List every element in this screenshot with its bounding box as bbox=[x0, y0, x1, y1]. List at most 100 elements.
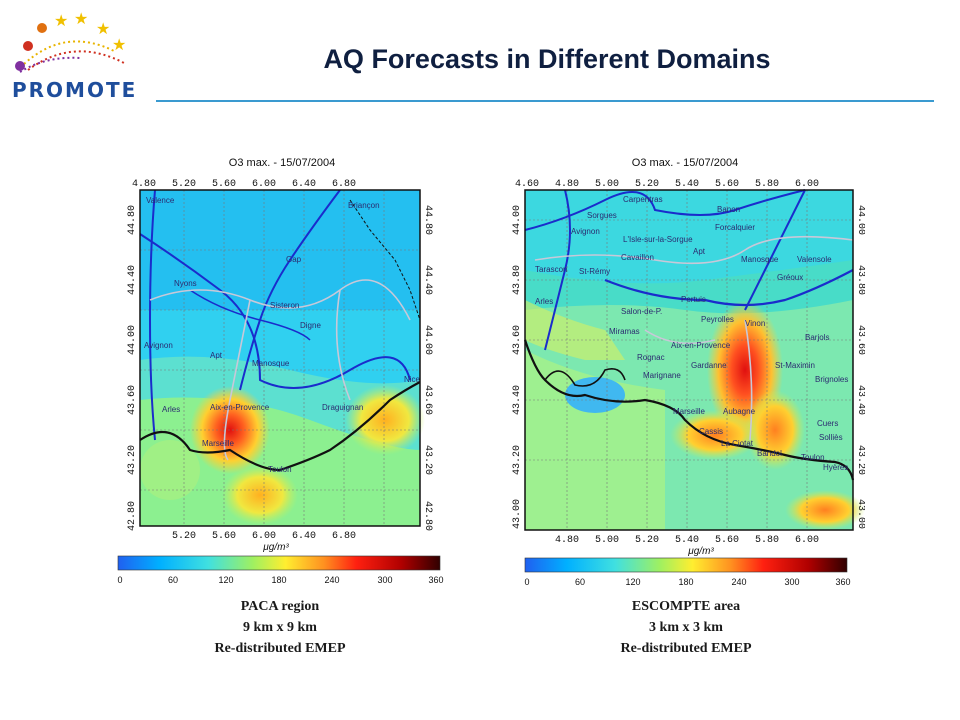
place-label: L'Isle-sur-la-Sorgue bbox=[623, 235, 693, 244]
place-label: Hyères bbox=[823, 463, 848, 472]
tick-label: 6.40 bbox=[292, 531, 316, 542]
place-label: Aix-en-Provence bbox=[210, 403, 270, 412]
tick-label: 6.00 bbox=[252, 531, 276, 542]
place-label: Apt bbox=[210, 351, 223, 360]
place-label: Aix-en-Provence bbox=[671, 341, 731, 350]
tick-label: 43.80 bbox=[512, 265, 523, 295]
place-label: Miramas bbox=[609, 327, 640, 336]
place-label: Arles bbox=[162, 405, 180, 414]
coastline bbox=[523, 339, 855, 481]
stars-arc-logo-icon: ★ ★ ★ ★ bbox=[15, 9, 127, 73]
tick-label: 44.00 bbox=[422, 325, 433, 355]
place-label: Salon-de-P. bbox=[621, 307, 662, 316]
svg-text:★: ★ bbox=[74, 9, 88, 28]
tick-label: 5.60 bbox=[715, 179, 739, 190]
colorbar-tick: 60 bbox=[575, 577, 585, 587]
tick-label: 5.80 bbox=[755, 179, 779, 190]
place-label: Vinon bbox=[745, 319, 765, 328]
place-label: Apt bbox=[693, 247, 706, 256]
tick-label: 5.60 bbox=[212, 531, 236, 542]
place-label: Cassis bbox=[699, 427, 723, 436]
colorbar-tick: 120 bbox=[218, 575, 233, 585]
place-label: Toulon bbox=[801, 453, 825, 462]
place-label: Arles bbox=[535, 297, 553, 306]
map-frame bbox=[139, 189, 421, 527]
admin-borders bbox=[149, 279, 411, 461]
caption-line: 9 km x 9 km bbox=[243, 620, 317, 635]
colorbar-tick: 180 bbox=[271, 575, 286, 585]
tick-label: 5.40 bbox=[675, 179, 699, 190]
tick-label: 6.80 bbox=[332, 179, 356, 190]
tick-label: 6.80 bbox=[332, 531, 356, 542]
plot-title: O3 max. - 15/07/2004 bbox=[229, 157, 335, 169]
caption-line: ESCOMPTE area bbox=[631, 599, 741, 614]
svg-text:★: ★ bbox=[112, 35, 126, 54]
logo-text: PROMOTE bbox=[12, 78, 138, 102]
tick-label: 5.40 bbox=[675, 535, 699, 546]
caption-escompte: ESCOMPTE area 3 km x 3 km Re-distributed… bbox=[516, 596, 856, 659]
top-lon-ticks: 4.60 4.80 5.00 5.20 5.40 5.60 5.80 6.00 bbox=[515, 179, 819, 190]
place-label: Brignoles bbox=[815, 375, 848, 384]
admin-borders bbox=[534, 235, 854, 441]
svg-text:★: ★ bbox=[96, 19, 110, 38]
tick-label: 44.40 bbox=[127, 265, 138, 295]
colorbar-tick: 60 bbox=[168, 575, 178, 585]
tick-label: 5.60 bbox=[715, 535, 739, 546]
place-label: Pertuis bbox=[681, 295, 706, 304]
place-label: Manosque bbox=[252, 359, 290, 368]
svg-text:★: ★ bbox=[54, 11, 68, 30]
place-label: La Ciotat bbox=[721, 439, 754, 448]
left-lat-ticks: 44.00 43.80 43.60 43.40 43.20 43.00 bbox=[512, 205, 523, 529]
place-label: Toulon bbox=[268, 465, 292, 474]
place-label: Cuers bbox=[817, 419, 838, 428]
tick-label: 43.20 bbox=[422, 445, 433, 475]
tick-label: 43.60 bbox=[127, 385, 138, 415]
colorbar-tick: 300 bbox=[377, 575, 392, 585]
title-divider bbox=[156, 100, 934, 102]
colorbar-tick: 240 bbox=[731, 577, 746, 587]
tick-label: 43.60 bbox=[855, 325, 865, 355]
place-label: Peyrolles bbox=[701, 315, 734, 324]
place-label: Forcalquier bbox=[715, 223, 755, 232]
tick-label: 5.00 bbox=[595, 179, 619, 190]
tick-label: 44.00 bbox=[512, 205, 523, 235]
caption-line: PACA region bbox=[240, 599, 320, 614]
place-label: Avignon bbox=[144, 341, 173, 350]
colorbar-tick: 120 bbox=[625, 577, 640, 587]
tick-label: 44.00 bbox=[127, 325, 138, 355]
place-label: Solliès bbox=[819, 433, 843, 442]
colorbar-tick: 300 bbox=[784, 577, 799, 587]
tick-label: 43.60 bbox=[422, 385, 433, 415]
caption-line: 3 km x 3 km bbox=[649, 620, 723, 635]
right-lat-ticks: 44.00 43.80 43.60 43.40 43.20 43.00 bbox=[855, 205, 865, 529]
place-label: Valensole bbox=[797, 255, 832, 264]
map-panel-escompte: O3 max. - 15/07/2004 4.60 4.80 5.00 5.20… bbox=[505, 150, 865, 590]
caption-paca: PACA region 9 km x 9 km Re-distributed E… bbox=[110, 596, 450, 659]
tick-label: 43.80 bbox=[855, 265, 865, 295]
place-label: Nyons bbox=[174, 279, 197, 288]
tick-label: 43.20 bbox=[512, 445, 523, 475]
place-label: Sorgues bbox=[587, 211, 617, 220]
place-label: Aubagne bbox=[723, 407, 756, 416]
tick-label: 43.20 bbox=[855, 445, 865, 475]
tick-label: 6.00 bbox=[252, 179, 276, 190]
tick-label: 6.00 bbox=[795, 535, 819, 546]
tick-label: 4.80 bbox=[555, 179, 579, 190]
place-label: St-Rémy bbox=[579, 267, 610, 276]
tick-label: 43.40 bbox=[855, 385, 865, 415]
caption-line: Re-distributed EMEP bbox=[214, 641, 346, 656]
rivers bbox=[524, 189, 854, 351]
lat-lon-grid bbox=[140, 190, 420, 526]
place-label: St-Maximin bbox=[775, 361, 815, 370]
place-label: Marseille bbox=[202, 439, 235, 448]
tick-label: 5.20 bbox=[172, 179, 196, 190]
ozone-map-paca: O3 max. - 15/07/2004 4.80 5.20 5.60 6.00… bbox=[117, 157, 443, 585]
place-label: Tarascon bbox=[535, 265, 567, 274]
colorbar bbox=[524, 557, 848, 573]
map-frame bbox=[524, 189, 854, 531]
colorbar-tick: 0 bbox=[524, 577, 529, 587]
left-lat-ticks: 44.80 44.40 44.00 43.60 43.20 42.80 bbox=[127, 205, 138, 531]
rivers bbox=[139, 189, 411, 441]
tick-label: 43.60 bbox=[512, 325, 523, 355]
place-label: Cavaillon bbox=[621, 253, 654, 262]
